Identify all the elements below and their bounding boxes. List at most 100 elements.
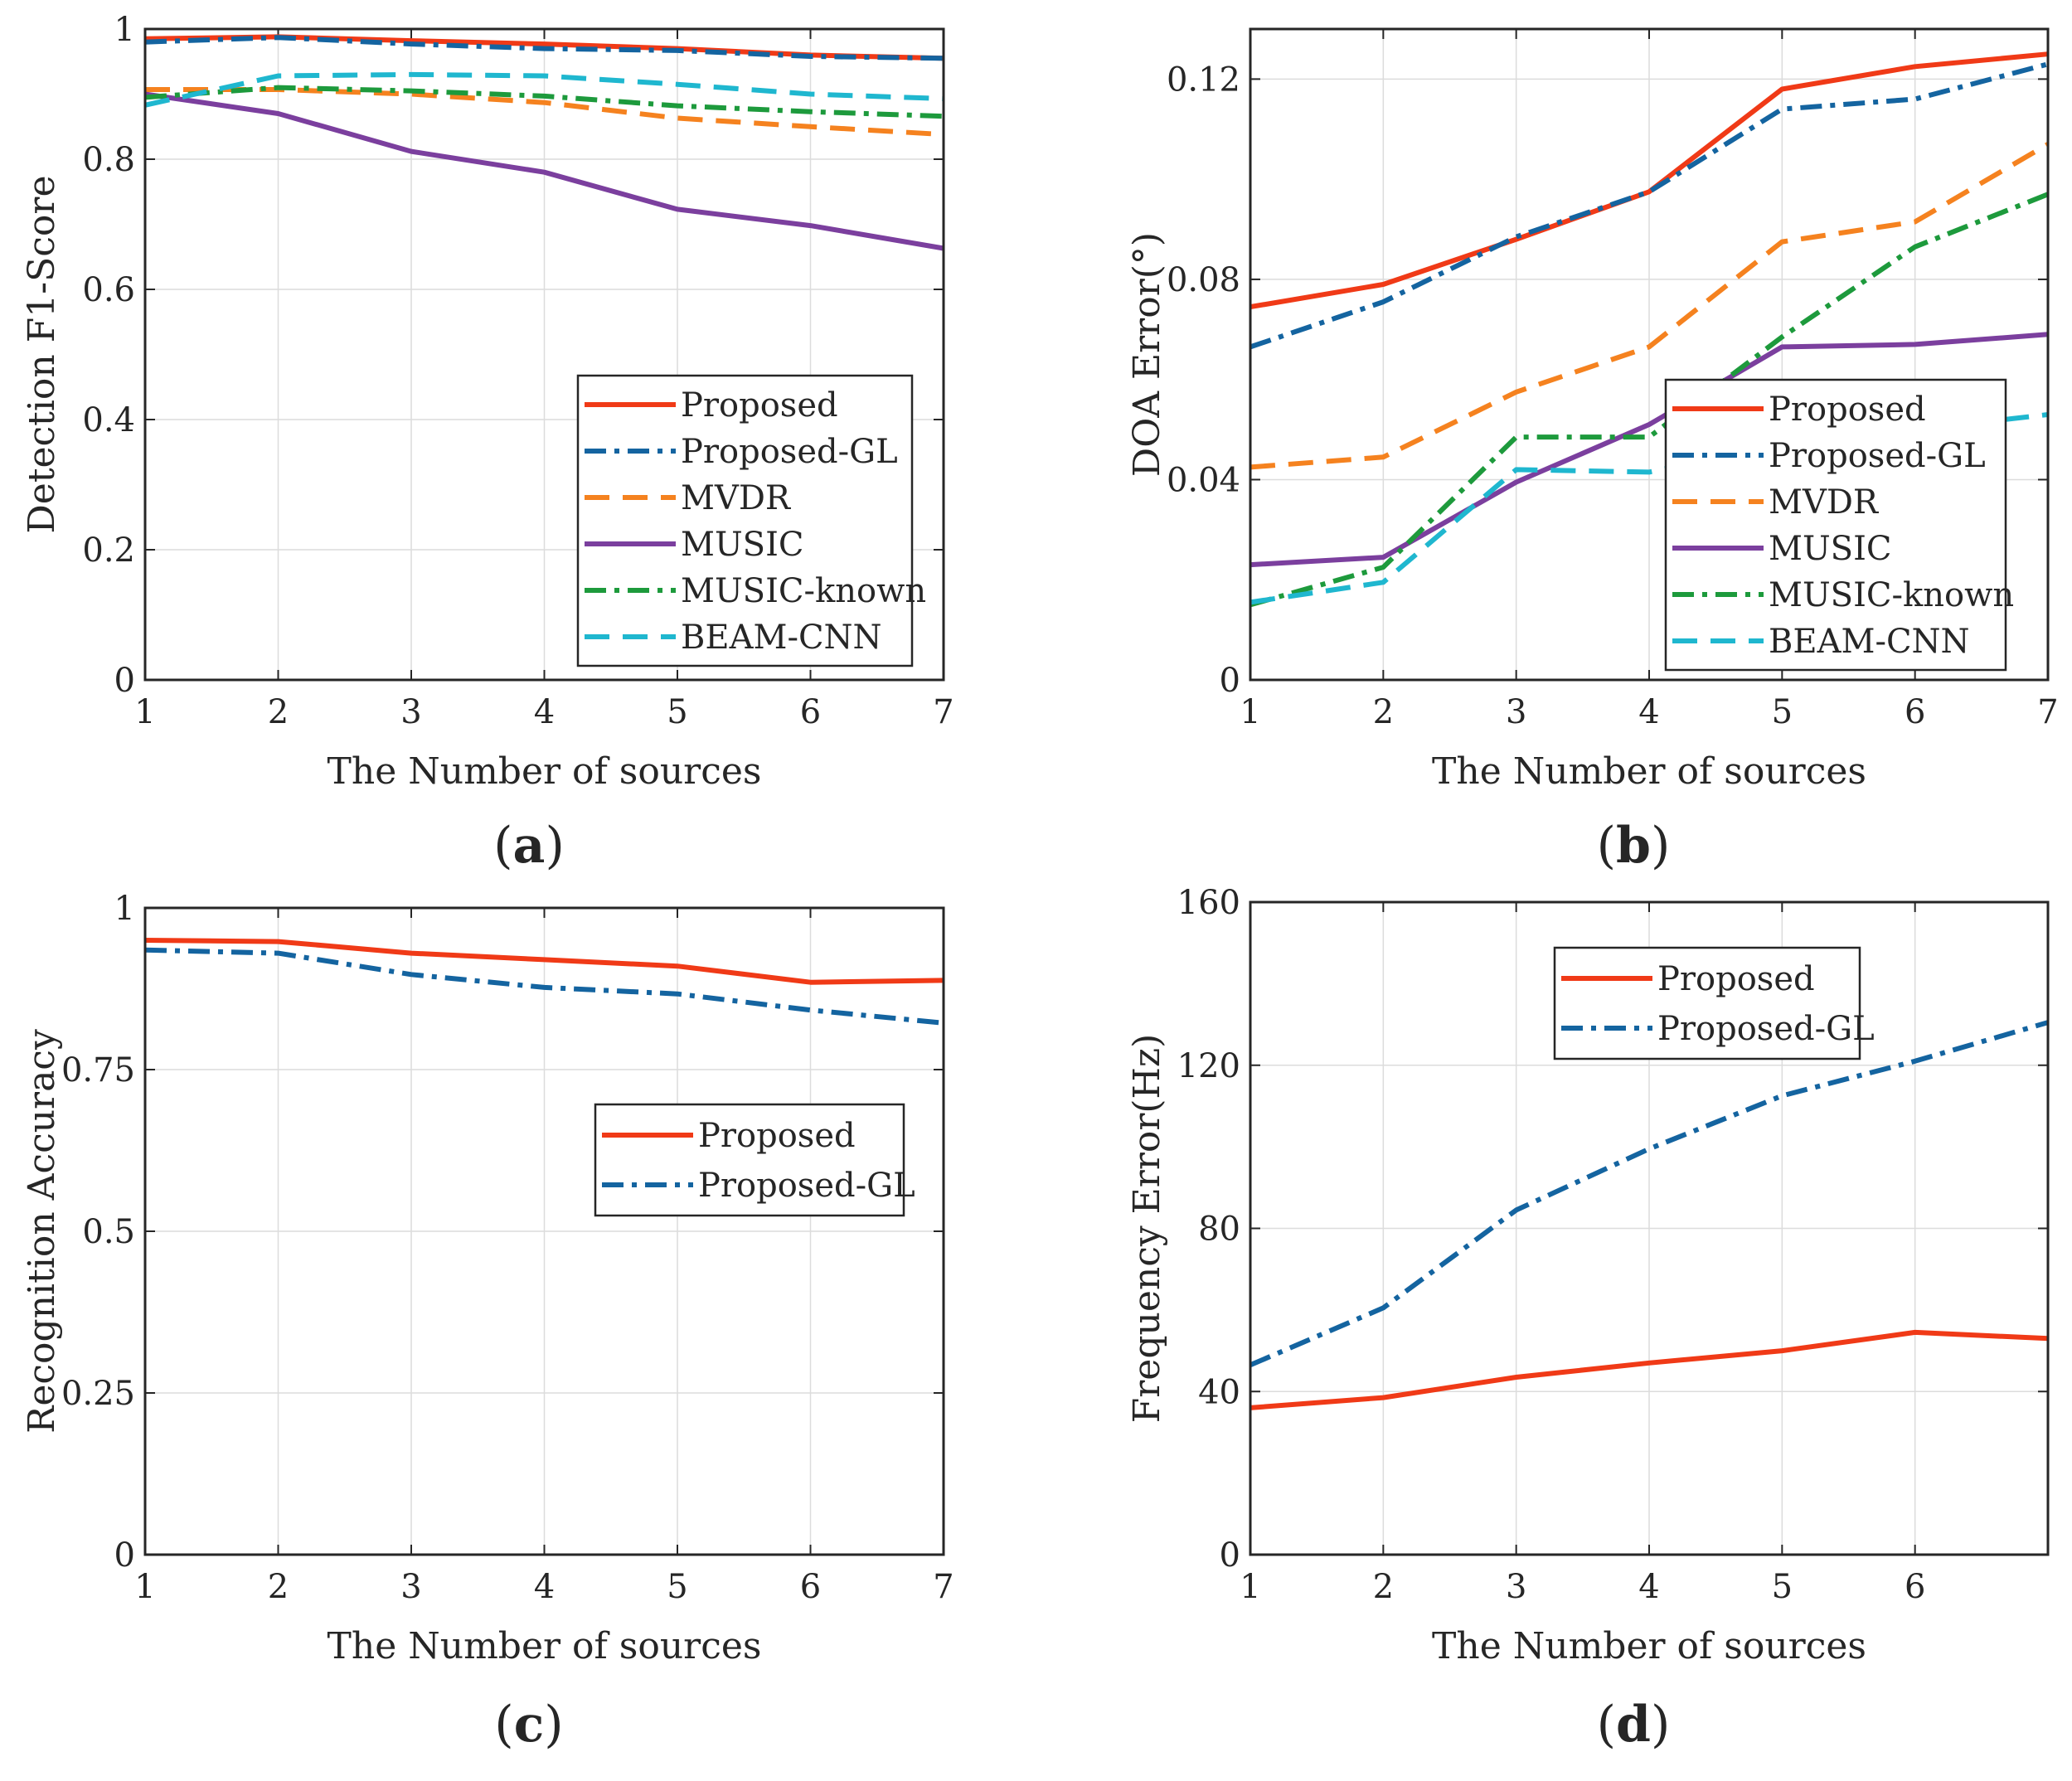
panel-label: (b) — [1597, 817, 1671, 875]
series-line-proposed-gl — [144, 947, 944, 1026]
x-axis-label: The Number of sources — [1432, 1625, 1866, 1667]
legend-entry-label: Proposed-GL — [698, 1167, 915, 1205]
legend-entry-label: BEAM-CNN — [681, 619, 882, 657]
x-tick-label: 5 — [667, 693, 687, 731]
y-tick-label: 40 — [1198, 1373, 1240, 1411]
chart-panel-d: 1 2 3 4 5 6 0 40 80 120 160 The Number of sources Fr… — [1126, 884, 2050, 1754]
y-tick-label: 0 — [114, 1536, 135, 1575]
series-line-proposed — [144, 938, 944, 985]
series-line-proposed — [1250, 51, 2049, 310]
y-axis-label: Recognition Accuracy — [21, 1029, 63, 1434]
x-tick-label: 4 — [1638, 693, 1659, 731]
y-tick-label: 120 — [1177, 1047, 1240, 1085]
x-tick-label: 7 — [933, 693, 954, 731]
x-tick-label: 4 — [534, 693, 555, 731]
chart-panel-b: 1 2 3 4 5 6 7 0 0.04 0.08 0.12 The Number of source… — [1126, 27, 2059, 875]
legend-entry-label: MUSIC-known — [1769, 576, 2014, 614]
axes-box — [1249, 27, 2050, 682]
y-tick-label: 1 — [114, 11, 135, 49]
legend-box — [1664, 378, 2007, 672]
legend-entry-label: MVDR — [1769, 483, 1880, 522]
x-tick-label: 7 — [933, 1568, 954, 1606]
series-line-music — [1250, 332, 2049, 568]
panel-label: (c) — [494, 1696, 563, 1754]
legend: Proposed Proposed-GL MVDR MUSIC MUSIC-known B… — [1664, 378, 2014, 672]
x-tick-label: 3 — [400, 1568, 421, 1606]
x-tick-label: 2 — [268, 1568, 289, 1606]
series-line-proposed-gl — [144, 35, 944, 61]
y-axis-label: Detection F1-Score — [21, 176, 63, 534]
legend: Proposed Proposed-GL — [594, 1103, 915, 1217]
x-tick-label: 5 — [667, 1568, 687, 1606]
series-line-beam-cnn — [144, 71, 944, 108]
x-tick-label: 5 — [1772, 693, 1793, 731]
x-tick-label: 3 — [1506, 693, 1526, 731]
legend-box — [594, 1103, 905, 1217]
y-tick-label: 80 — [1198, 1211, 1240, 1249]
legend-entry-label: MUSIC — [1769, 530, 1891, 568]
legend-box — [1553, 946, 1861, 1060]
series-line-proposed — [1250, 1329, 2049, 1410]
series-line-music — [144, 91, 944, 251]
x-tick-label: 3 — [400, 693, 421, 731]
x-axis-label: The Number of sources — [328, 1625, 762, 1667]
x-tick-label: 1 — [1240, 1568, 1260, 1606]
axes-box — [1249, 900, 2050, 1556]
x-tick-label: 7 — [2037, 693, 2058, 731]
x-tick-label: 6 — [800, 1568, 821, 1606]
x-tick-label: 4 — [534, 1568, 555, 1606]
x-tick-label: 6 — [1905, 1568, 1925, 1606]
y-tick-label: 1 — [114, 890, 135, 928]
y-tick-label: 0 — [1220, 662, 1240, 700]
legend-entry-label: Proposed-GL — [1769, 437, 1986, 475]
chart-panel-c: 1 2 3 4 5 6 7 0 0.25 0.5 0.75 1 The Number of source… — [21, 890, 954, 1754]
legend-entry-label: Proposed-GL — [1657, 1010, 1875, 1048]
x-axis-label: The Number of sources — [328, 750, 762, 793]
x-tick-label: 4 — [1638, 1568, 1659, 1606]
y-tick-label: 0.08 — [1167, 261, 1240, 299]
series-line-proposed-gl — [1250, 61, 2049, 350]
series-line-mvdr — [1250, 142, 2050, 470]
y-tick-label: 0.75 — [61, 1051, 135, 1089]
x-tick-label: 6 — [800, 693, 821, 731]
y-tick-label: 0 — [1220, 1536, 1240, 1575]
y-tick-label: 0 — [114, 662, 135, 700]
legend-entry-label: MUSIC — [681, 526, 803, 564]
legend-entry-label: Proposed — [1769, 391, 1926, 429]
y-axis-label: DOA Error(°) — [1126, 232, 1168, 477]
y-axis-label: Frequency Error(Hz) — [1126, 1034, 1168, 1424]
x-tick-label: 1 — [134, 1568, 155, 1606]
x-tick-label: 2 — [268, 693, 289, 731]
legend-entry-label: Proposed-GL — [681, 433, 898, 471]
legend-box — [576, 374, 914, 667]
x-tick-label: 2 — [1373, 1568, 1394, 1606]
axes-box — [143, 906, 945, 1556]
panel-label: (d) — [1597, 1696, 1671, 1754]
x-tick-label: 5 — [1772, 1568, 1793, 1606]
y-tick-label: 0.8 — [82, 141, 135, 179]
y-tick-label: 0.2 — [82, 531, 135, 570]
y-tick-label: 0.4 — [82, 401, 135, 439]
x-tick-label: 1 — [134, 693, 155, 731]
series-line-music-known — [144, 85, 944, 119]
axes-box — [143, 27, 945, 682]
series-line-proposed-gl — [1249, 1020, 2049, 1368]
x-axis-label: The Number of sources — [1432, 750, 1866, 793]
legend-entry-label: MUSIC-known — [681, 572, 926, 610]
legend-entry-label: Proposed — [698, 1117, 856, 1155]
legend: Proposed Proposed-GL MVDR MUSIC MUSIC-known B… — [576, 374, 926, 667]
y-tick-label: 0.6 — [82, 271, 135, 309]
legend-entry-label: MVDR — [681, 479, 792, 517]
legend-entry-label: BEAM-CNN — [1769, 623, 1970, 661]
y-tick-label: 0.5 — [82, 1213, 135, 1251]
chart-panel-a: 1 2 3 4 5 6 7 0 0.2 0.4 0.6 0.8 1 The Number of sourc… — [21, 11, 954, 875]
x-tick-label: 1 — [1240, 693, 1260, 731]
series-line-music-known — [1250, 192, 2050, 608]
y-tick-label: 0.25 — [61, 1375, 135, 1413]
legend-entry-label: Proposed — [1657, 960, 1815, 998]
y-tick-label: 0.04 — [1167, 461, 1240, 499]
x-tick-label: 3 — [1506, 1568, 1526, 1606]
panel-label: (a) — [493, 817, 565, 875]
legend: Proposed Proposed-GL — [1553, 946, 1875, 1060]
